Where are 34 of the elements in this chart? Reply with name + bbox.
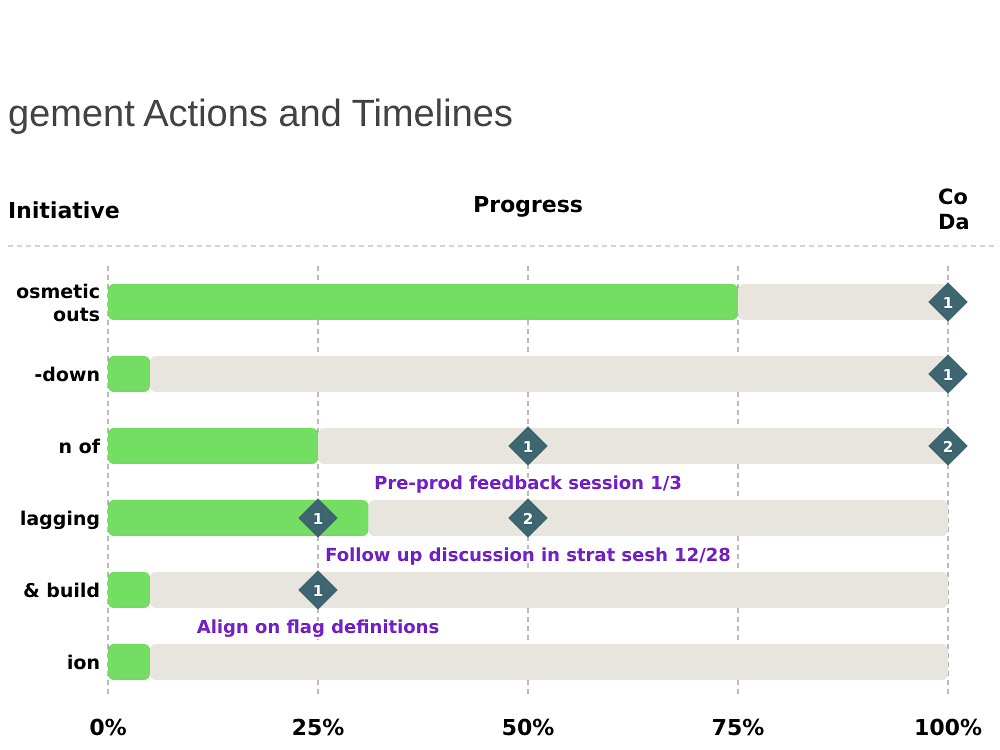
y-axis-title: Initiative [8, 199, 120, 224]
x-tick-label: 0% [89, 716, 127, 741]
bar [108, 644, 150, 680]
annotation: 1 [942, 366, 954, 384]
annotation: 1 [942, 294, 954, 312]
bar [150, 644, 948, 680]
chart-title: gement Actions and Timelines [8, 93, 513, 135]
bar [108, 356, 150, 392]
y-tick-label: lagging [20, 508, 100, 530]
bar [108, 572, 150, 608]
x-tick-label: 75% [712, 716, 764, 741]
bar [150, 572, 948, 608]
annotation: 2 [522, 510, 534, 528]
bar [108, 500, 368, 536]
y-tick-label: & build [23, 580, 100, 602]
bar [108, 284, 738, 320]
y-tick-label: ion [66, 652, 100, 674]
y-tick-label: -down [34, 364, 100, 386]
annotation: Align on flag definitions [196, 617, 440, 638]
x-tick-label: 100% [914, 716, 982, 741]
y-tick-label: n of [58, 436, 101, 458]
text: Co Da [938, 185, 970, 234]
bar [108, 428, 318, 464]
y-tick-label: osmetic outs [16, 281, 100, 326]
annotation: 1 [312, 582, 324, 600]
annotation: 1 [522, 438, 534, 456]
x-axis-title: Progress [473, 193, 583, 218]
x-tick-label: 25% [292, 716, 344, 741]
annotation: 2 [942, 438, 954, 456]
annotation: Follow up discussion in strat sesh 12/28 [325, 545, 731, 566]
annotation: Pre-prod feedback session 1/3 [374, 473, 682, 494]
annotation: 1 [312, 510, 324, 528]
bar [368, 500, 948, 536]
x-tick-label: 50% [502, 716, 554, 741]
